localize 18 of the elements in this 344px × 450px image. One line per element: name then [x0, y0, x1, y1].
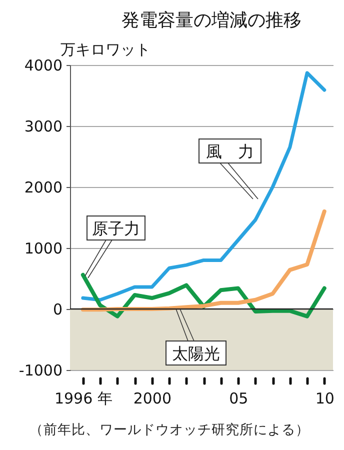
- x-tick-label: 05: [229, 390, 248, 408]
- series-label: 風 力: [206, 142, 254, 161]
- x-tick-label: 2000: [133, 390, 172, 408]
- y-tick-label: -1000: [18, 362, 62, 380]
- y-axis-title: 万キロワット: [60, 40, 150, 58]
- text: （前年比、ワールドウオッチ研究所による）: [30, 422, 310, 438]
- text: 太陽光: [172, 344, 220, 363]
- x-tick-label: 10: [315, 390, 334, 408]
- y-tick-label: 4000: [24, 56, 62, 74]
- y-tick-label: 3000: [24, 118, 62, 136]
- y-tick-label: 1000: [24, 240, 62, 258]
- text: 原子力: [92, 219, 140, 238]
- y-tick-label: 0: [52, 300, 62, 318]
- line-series: [80, 272, 326, 318]
- line-series: [81, 71, 326, 302]
- chart-title: 発電容量の増減の推移: [122, 10, 302, 31]
- y-tick-label: 2000: [24, 178, 62, 196]
- x-tick-label: 1996 年: [54, 390, 112, 408]
